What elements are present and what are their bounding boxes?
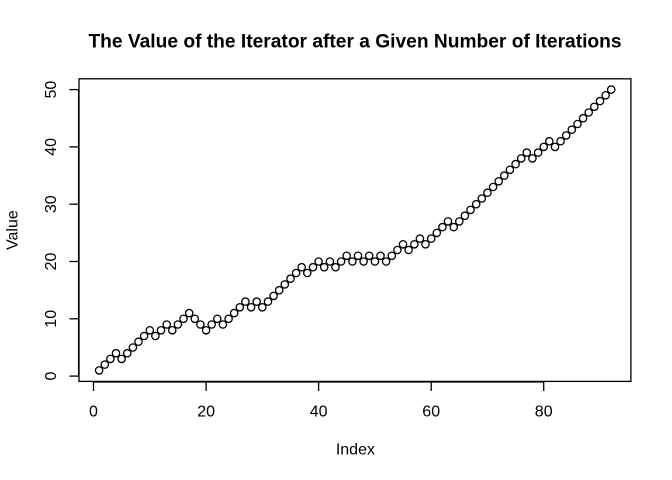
svg-text:0: 0 <box>43 372 60 381</box>
svg-text:10: 10 <box>43 310 60 328</box>
svg-text:60: 60 <box>422 404 440 421</box>
svg-text:The Value of the Iterator afte: The Value of the Iterator after a Given … <box>88 32 621 53</box>
svg-text:80: 80 <box>535 404 553 421</box>
svg-text:30: 30 <box>43 195 60 213</box>
svg-text:20: 20 <box>197 404 215 421</box>
svg-text:Index: Index <box>336 442 375 459</box>
svg-text:40: 40 <box>43 138 60 156</box>
svg-text:Value: Value <box>5 210 22 250</box>
svg-text:20: 20 <box>43 253 60 271</box>
svg-text:50: 50 <box>43 81 60 99</box>
svg-text:40: 40 <box>310 404 328 421</box>
svg-text:0: 0 <box>89 404 98 421</box>
